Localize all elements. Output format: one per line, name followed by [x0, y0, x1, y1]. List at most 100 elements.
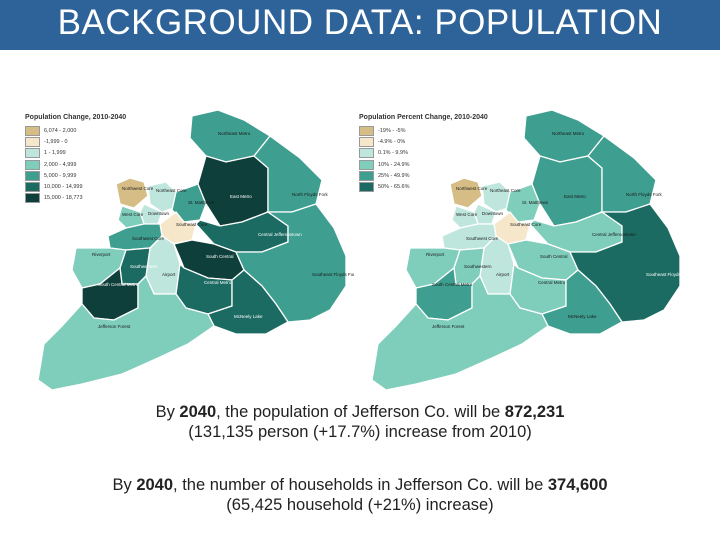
region-label: Northeast Metro [218, 131, 251, 136]
region-label: Downtown [148, 211, 170, 216]
legend-item: -1,999 - 0 [25, 137, 83, 148]
region-label: Airport [496, 272, 510, 277]
region-label: St. Matthews [188, 200, 215, 205]
legend-swatch [25, 137, 40, 148]
region-label: St. Matthews [522, 200, 549, 205]
households-caption: By 2040, the number of households in Jef… [0, 475, 720, 515]
legend-swatch [25, 181, 40, 192]
caption-households-value: 374,600 [547, 476, 608, 494]
legend-swatch [359, 159, 374, 170]
region-label: Southeast Floyds Fork [312, 272, 354, 277]
legend-swatch [25, 148, 40, 159]
caption-year: 2040 [179, 403, 217, 421]
region-label: North Floyds Fork [292, 192, 329, 197]
population-caption-line2: (131,135 person (+17.7%) increase from 2… [188, 423, 532, 441]
legend-swatch [359, 170, 374, 181]
region-label: Southwestern [464, 264, 492, 269]
caption-text: By [112, 476, 137, 494]
region-label: Southwest Core [132, 236, 165, 241]
title-bar [0, 0, 720, 50]
legend-label: 0.1% - 9.9% [378, 150, 408, 157]
region-label: Downtown [482, 211, 504, 216]
region-label: Southwestern [130, 264, 158, 269]
region-label: Northeast Core [490, 188, 521, 193]
legend-swatch [359, 148, 374, 159]
region-label: Jefferson Forest [432, 324, 465, 329]
population-caption-line1: By 2040, the population of Jefferson Co.… [0, 402, 720, 422]
households-caption-line2: (65,425 household (+21%) increase) [226, 496, 494, 514]
region-label: Northeast Core [156, 188, 187, 193]
legend-swatch [359, 126, 374, 136]
region-label: Northwest Core [456, 186, 488, 191]
legend-item: 50% - 65.6% [359, 181, 410, 192]
legend-item: -4.9% - 0% [359, 137, 410, 148]
caption-text: , the population of Jefferson Co. will b… [216, 403, 505, 421]
legend-swatch [25, 126, 40, 136]
region-label: Northwest Core [122, 186, 154, 191]
map-title: Population Change, 2010-2040 [25, 114, 127, 121]
legend-swatch [25, 170, 40, 181]
households-caption-line1: By 2040, the number of households in Jef… [0, 475, 720, 495]
legend-swatch [359, 137, 374, 148]
region-label: South Central [540, 254, 568, 259]
region-label: East Metro [564, 194, 586, 199]
region-label: East Metro [230, 194, 252, 199]
legend-item: 10% - 24.9% [359, 159, 410, 170]
map-region [115, 177, 149, 209]
map-region [207, 269, 289, 335]
region-label: Southeast Core [176, 222, 208, 227]
map-region [541, 269, 623, 335]
page-title: BACKGROUND DATA: POPULATION [57, 3, 663, 42]
legend-label: 10% - 24.9% [378, 161, 410, 168]
legend-label: 50% - 65.6% [378, 183, 410, 190]
caption-text: By [155, 403, 180, 421]
region-label: Riverport [426, 252, 445, 257]
region-label: South Central [206, 254, 234, 259]
legend-label: 6,074 - 2,000 [44, 128, 77, 134]
region-label: Central Metro [538, 280, 566, 285]
legend-label: -19% - -5% [378, 128, 406, 134]
region-label: West Core [456, 212, 478, 217]
map-region [371, 274, 549, 390]
region-label: Central Metro [204, 280, 232, 285]
legend-label: 15,000 - 18,773 [44, 195, 83, 202]
legend-item: 10,000 - 14,999 [25, 181, 83, 192]
region-label: Central Jeffersontown [592, 232, 636, 237]
legend-label: 2,000 - 4,999 [44, 161, 77, 168]
legend-item: 2,000 - 4,999 [25, 159, 83, 170]
map-legend: 6,074 - 2,000 -1,999 - 0 1 - 1,999 2,000 - … [25, 126, 83, 204]
legend-item: 1 - 1,999 [25, 148, 83, 159]
caption-text: , the number of households in Jefferson … [173, 476, 548, 494]
region-label: Central Jeffersontown [258, 232, 302, 237]
legend-item: 25% - 49.9% [359, 170, 410, 181]
region-label: McNeely Lake [568, 314, 597, 319]
population-percent-change-map: Northeast Metro Northwest Core Northeast C… [356, 108, 688, 390]
map-legend: -19% - -5% -4.9% - 0% 0.1% - 9.9% 10% - 24.… [359, 126, 410, 193]
legend-label: 1 - 1,999 [44, 150, 66, 157]
region-label: Southeast Floyds Fork [646, 272, 688, 277]
population-caption: By 2040, the population of Jefferson Co.… [0, 402, 720, 442]
caption-year: 2040 [136, 476, 174, 494]
map-canvas: Northeast Metro Northwest Core Northeast C… [371, 109, 688, 390]
region-label: Airport [162, 272, 176, 277]
legend-swatch [25, 159, 40, 170]
region-label: Northeast Metro [552, 131, 585, 136]
region-label: Southwest Core [466, 236, 499, 241]
region-label: North Floyds Fork [626, 192, 663, 197]
population-change-map: Northeast Metro Northwest Core Northeast C… [22, 108, 354, 390]
legend-item: 5,000 - 9,999 [25, 170, 83, 181]
region-label: McNeely Lake [234, 314, 263, 319]
region-label: Jefferson Forest [98, 324, 131, 329]
legend-swatch [359, 181, 374, 192]
legend-swatch [25, 193, 40, 204]
caption-population-value: 872,231 [504, 403, 565, 421]
map-canvas: Northeast Metro Northwest Core Northeast C… [37, 109, 354, 390]
map-region [449, 177, 483, 209]
legend-label: -1,999 - 0 [44, 139, 68, 146]
region-label: South Central Metro [432, 282, 473, 287]
legend-item: 6,074 - 2,000 [25, 126, 83, 136]
legend-label: -4.9% - 0% [378, 139, 406, 146]
legend-label: 5,000 - 9,999 [44, 172, 77, 179]
map-title: Population Percent Change, 2010-2040 [359, 114, 488, 121]
region-label: Southeast Core [510, 222, 542, 227]
